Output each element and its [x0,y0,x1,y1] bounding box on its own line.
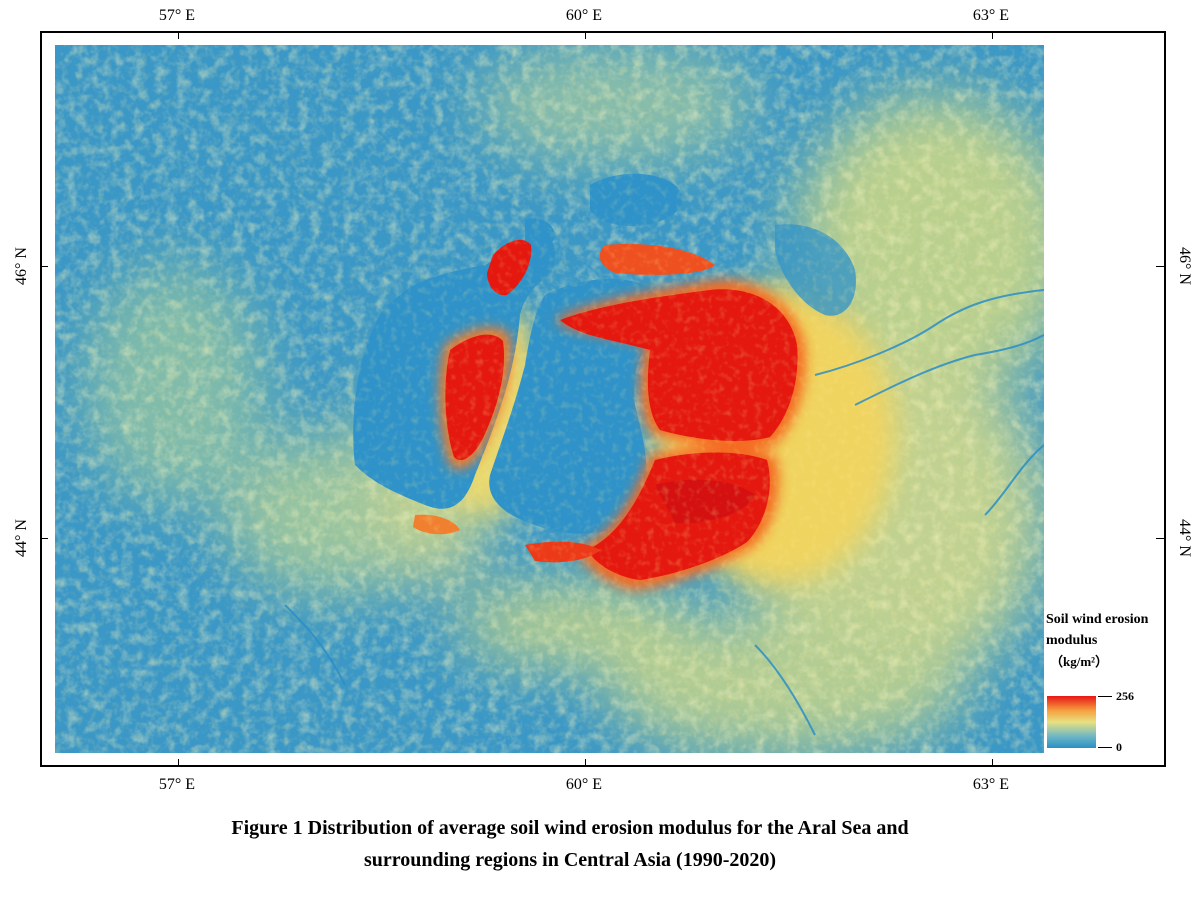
legend-unit: （kg/m²） [1050,654,1109,669]
tick-left-46 [40,266,48,267]
tick-left-44 [40,538,48,539]
legend-min-value: 0 [1116,740,1122,754]
tick-top-63 [992,31,993,39]
lon-label-top: 63° E [972,7,1010,24]
lat-label-left: 46° N [13,247,30,285]
lat-label-left: 44° N [13,519,30,557]
lon-label-bottom: 57° E [158,776,196,793]
tick-top-60 [585,31,586,39]
lon-label-bottom: 63° E [972,776,1010,793]
tick-bottom-60 [585,759,586,767]
lat-label-right: 44° N [1176,519,1193,557]
tick-right-46 [1156,266,1164,267]
legend-title-line1: Soil wind erosion [1046,612,1149,627]
erosion-map [55,45,1044,753]
caption-line-1: Figure 1 Distribution of average soil wi… [231,817,909,839]
tick-bottom-63 [992,759,993,767]
legend-max-value: 256 [1116,689,1134,703]
legend: Soil wind erosion modulus （kg/m²） 256 0 [1046,609,1176,759]
lon-label-top: 60° E [565,7,603,24]
lon-label-top: 57° E [158,7,196,24]
caption-line-2: surrounding regions in Central Asia (199… [363,849,777,871]
map-frame [40,31,1166,767]
lon-label-bottom: 60° E [565,776,603,793]
tick-right-44 [1156,538,1164,539]
tick-top-57 [178,31,179,39]
tick-bottom-57 [178,759,179,767]
legend-tick-max [1098,696,1112,697]
lat-label-right: 46° N [1176,247,1193,285]
rivers [284,289,1044,736]
legend-tick-min [1098,747,1112,748]
figure-caption: Figure 1 Distribution of average soil wi… [0,812,1140,876]
erosion-texture [55,45,1044,753]
legend-color-ramp [1047,696,1096,748]
legend-title-line2: modulus [1046,633,1098,648]
